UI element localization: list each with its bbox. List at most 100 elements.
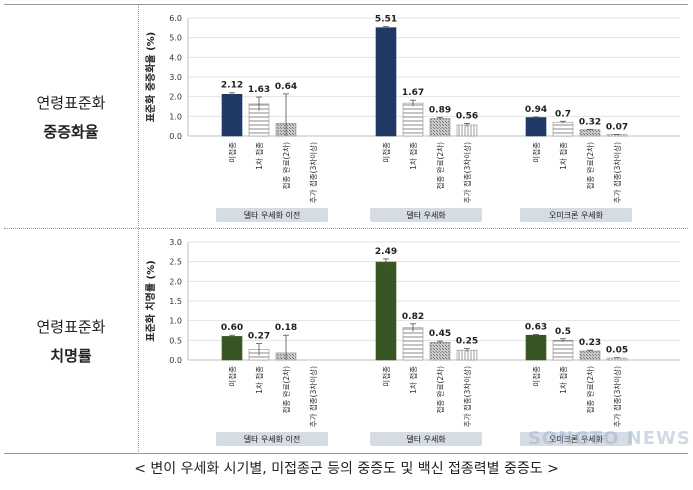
y-tick-label: 0.0 (169, 132, 182, 141)
y-tick-label: 3.0 (169, 238, 182, 247)
y-tick-label: 2.0 (169, 93, 182, 102)
x-tick-label: 접종 완료(2차) (436, 142, 445, 190)
x-tick-label: 1차 접종 (255, 366, 264, 394)
data-label: 0.64 (275, 82, 297, 92)
x-tick-label: 접종 완료(2차) (586, 366, 595, 414)
period-box (216, 208, 328, 222)
data-label: 5.51 (375, 15, 397, 25)
row-label-fatality: 연령표준화 치명률 (4, 316, 138, 366)
bar (429, 118, 451, 137)
bar (221, 336, 243, 361)
x-tick-label: 미접종 (532, 366, 541, 387)
bar (552, 340, 574, 361)
data-label: 0.25 (456, 337, 478, 347)
bar (579, 129, 601, 137)
data-label: 0.32 (579, 117, 601, 127)
data-label: 0.56 (456, 111, 478, 121)
row-label-severity: 연령표준화 중증화율 (4, 92, 138, 142)
bar (525, 117, 547, 137)
y-tick-label: 1.5 (169, 297, 182, 306)
y-axis-label: 표준화 중증화율 (%) (145, 32, 157, 123)
data-label: 0.60 (221, 323, 243, 333)
top-border (4, 4, 688, 5)
bar (221, 94, 243, 137)
x-tick-label: 접종 완료(2차) (586, 142, 595, 190)
x-tick-label: 미접종 (532, 142, 541, 163)
y-tick-label: 4.0 (169, 53, 182, 62)
data-label: 0.27 (248, 331, 270, 341)
data-label: 0.18 (275, 323, 297, 333)
y-tick-label: 5.0 (169, 34, 182, 43)
x-tick-label: 1차 접종 (559, 366, 568, 394)
x-tick-label: 1차 접종 (559, 142, 568, 170)
x-tick-label: 미접종 (382, 366, 391, 387)
bar (429, 342, 451, 361)
x-tick-label: 접종 완료(2차) (436, 366, 445, 414)
x-tick-label: 1차 접종 (255, 142, 264, 170)
x-tick-label: 추가 접종(3차이상) (612, 366, 622, 427)
bar (456, 124, 478, 137)
data-label: 2.49 (375, 247, 397, 257)
period-box (370, 432, 482, 446)
period-box (216, 432, 328, 446)
data-label: 0.89 (429, 105, 451, 115)
period-box (520, 432, 632, 446)
x-tick-label: 미접종 (228, 142, 237, 163)
bar (402, 327, 424, 361)
data-label: 0.63 (525, 322, 547, 332)
period-label: 델타 우세화 (406, 435, 446, 444)
column-divider (138, 4, 139, 454)
data-label: 0.94 (525, 105, 547, 115)
x-tick-label: 미접종 (382, 142, 391, 163)
y-tick-label: 1.0 (169, 317, 182, 326)
x-tick-label: 미접종 (228, 366, 237, 387)
bar (525, 334, 547, 361)
fatality-chart: 0.0 0.5 1.0 1.5 2.0 2.5 3.0 표준화 치명률 (%) 0.60 미접종 0… (144, 238, 680, 446)
row-divider (4, 228, 688, 229)
data-label: 1.63 (248, 85, 270, 95)
period-label: 델타 우세화 (406, 211, 446, 220)
y-axis-label: 표준화 치명률 (%) (144, 260, 157, 341)
data-label: 2.12 (221, 81, 243, 91)
data-label: 0.45 (429, 329, 451, 339)
row-label-top: 연령표준화 (36, 318, 106, 336)
x-tick-label: 접종 완료(2차) (282, 366, 291, 414)
x-tick-label: 추가 접종(3차이상) (308, 366, 318, 427)
y-tick-label: 2.5 (169, 258, 182, 267)
data-label: 0.23 (579, 338, 601, 348)
y-tick-label: 6.0 (169, 14, 182, 23)
data-label: 0.5 (555, 327, 571, 337)
bar (375, 261, 397, 361)
period-label: 델타 우세화 이전 (244, 434, 301, 444)
x-tick-label: 1차 접종 (409, 142, 418, 170)
bar (375, 27, 397, 137)
period-box (370, 208, 482, 222)
y-tick-label: 1.0 (169, 112, 182, 121)
y-tick-label: 2.0 (169, 277, 182, 286)
x-tick-label: 1차 접종 (409, 366, 418, 394)
x-tick-label: 추가 접종(3차이상) (612, 142, 622, 203)
y-tick-label: 0.0 (169, 356, 182, 365)
data-label: 0.05 (606, 346, 628, 356)
period-box (520, 208, 632, 222)
watermark-logo: SONGTO NEWS (528, 428, 691, 449)
period-label: 오미크론 우세화 (549, 211, 604, 220)
x-tick-label: 추가 접종(3차이상) (462, 142, 472, 203)
y-tick-label: 0.5 (169, 336, 182, 345)
data-label: 0.82 (402, 312, 424, 322)
bar (579, 350, 601, 361)
x-tick-label: 추가 접종(3차이상) (462, 366, 472, 427)
figure-caption: < 변이 우세화 시기별, 미접종군 등의 중증도 및 백신 접종력별 중증도 … (134, 461, 559, 477)
bar (606, 134, 628, 137)
y-tick-label: 3.0 (169, 73, 182, 82)
bar (402, 102, 424, 137)
x-tick-label: 접종 완료(2차) (282, 142, 291, 190)
severity-chart: 0.0 1.0 2.0 3.0 4.0 5.0 6.0 표준화 중증화율 (%) 2.12 미접종… (145, 14, 680, 222)
period-label: 오미크론 우세화 (549, 435, 604, 444)
row-label-bottom: 중증화율 (43, 123, 99, 141)
bottom-border (4, 453, 688, 454)
x-tick-label: 추가 접종(3차이상) (308, 142, 318, 203)
figure-frame: 연령표준화 중증화율 연령표준화 치명률 (4, 4, 688, 454)
row-label-top: 연령표준화 (36, 94, 106, 112)
bar (552, 121, 574, 137)
